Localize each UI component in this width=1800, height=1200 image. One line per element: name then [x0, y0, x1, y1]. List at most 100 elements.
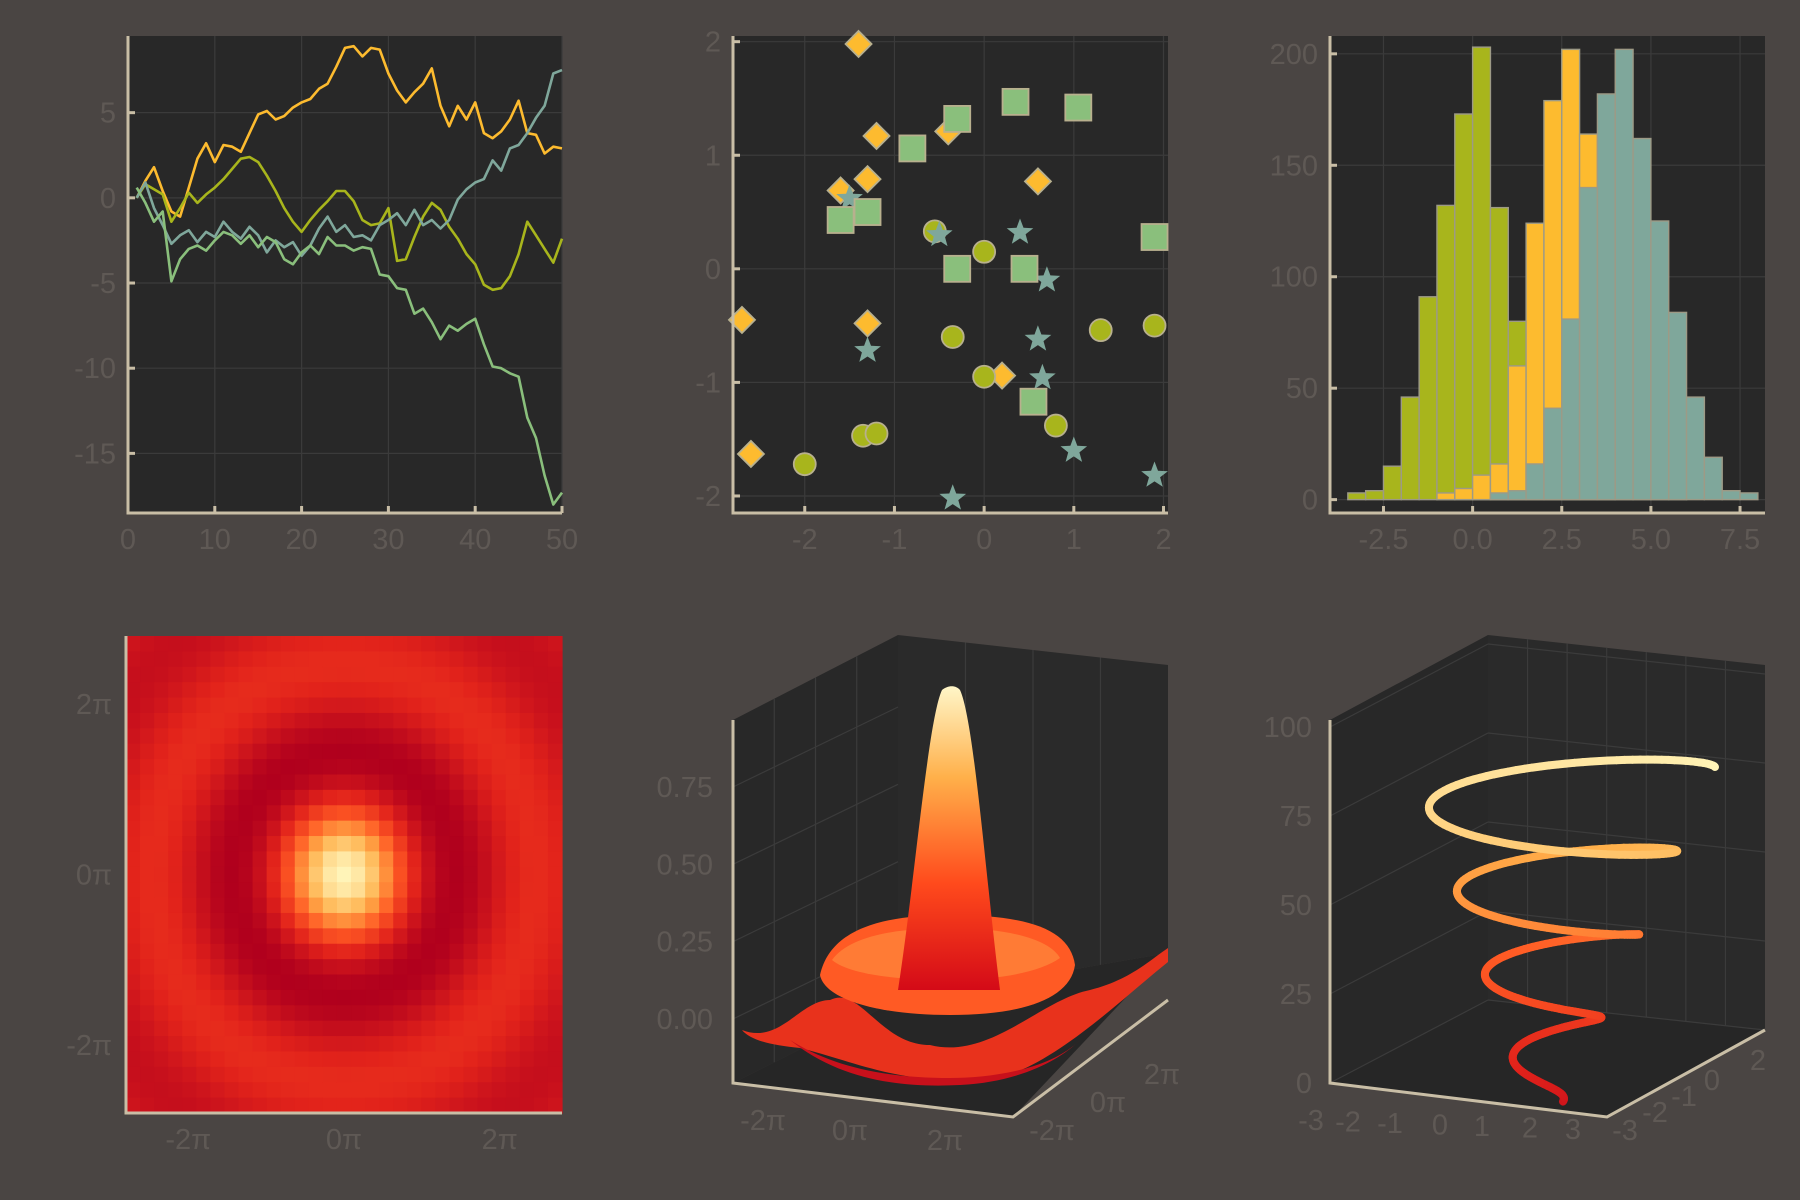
- heatmap-cell: [407, 866, 422, 883]
- scatter-point-star: [1141, 461, 1168, 487]
- scatter-point-circle: [1142, 313, 1167, 338]
- heatmap-cell: [294, 759, 310, 776]
- heatmap-cell: [182, 1082, 197, 1099]
- heatmap-cell: [336, 666, 352, 683]
- heatmap-cell: [126, 1020, 141, 1037]
- heatmap-cell: [449, 1082, 465, 1099]
- heatmap-cell: [491, 882, 507, 899]
- scatter-point-star: [1033, 266, 1061, 292]
- heatmap-cell: [421, 912, 437, 929]
- heatmap-cell: [547, 1005, 563, 1022]
- heatmap-cell: [491, 651, 507, 668]
- heatmap-cell: [140, 866, 155, 883]
- heatmap-cell: [477, 682, 493, 699]
- heatmap-cell: [491, 1005, 507, 1022]
- heatmap-cell: [196, 1082, 211, 1099]
- heatmap-cell: [365, 1005, 380, 1022]
- heatmap-cell: [407, 743, 422, 760]
- heatmap-cell: [351, 928, 366, 945]
- heatmap-cell: [154, 1036, 169, 1053]
- heatmap-cell: [505, 666, 521, 683]
- y-tick-label: -2π: [66, 1030, 112, 1062]
- heatmap-cell: [126, 789, 141, 806]
- heatmap-cell: [224, 928, 240, 945]
- heatmap-cell: [168, 697, 183, 714]
- scatter-point-star: [1029, 363, 1056, 390]
- heatmap-cell: [407, 882, 422, 899]
- heatmap-cell: [379, 989, 394, 1006]
- heatmap-cell: [519, 712, 535, 729]
- heatmap-cell: [140, 851, 155, 868]
- heatmap-cell: [182, 882, 197, 899]
- heatmap-cell: [336, 912, 352, 929]
- heatmap-cell: [280, 1097, 296, 1114]
- z-tick-label: 0.00: [657, 1004, 713, 1036]
- heatmap-cell: [266, 1066, 282, 1083]
- heatmap-cell: [407, 651, 422, 668]
- heatmap-cell: [519, 1066, 535, 1083]
- y-tick-label: 2: [1750, 1045, 1766, 1077]
- heatmap-cell: [154, 928, 169, 945]
- heatmap-cell: [126, 928, 141, 945]
- heatmap-cell: [463, 1097, 479, 1114]
- heatmap-cell: [491, 712, 507, 729]
- heatmap-cell: [294, 651, 310, 668]
- heatmap-cell: [463, 712, 479, 729]
- heatmap-cell: [449, 759, 465, 776]
- heatmap-cell: [421, 774, 437, 791]
- heatmap-cell: [322, 636, 338, 652]
- heatmap-cell: [266, 805, 282, 822]
- heatmap-cell: [421, 1066, 437, 1083]
- x-tick-label: -2: [1335, 1107, 1361, 1139]
- heatmap-cell: [393, 666, 408, 683]
- heatmap-cell: [322, 1051, 338, 1068]
- heatmap-cell: [154, 1020, 169, 1037]
- heatmap-cell: [196, 697, 211, 714]
- heatmap-cell: [435, 682, 451, 699]
- heatmap-cell: [379, 728, 394, 745]
- x-tick-label: 0π: [326, 1124, 362, 1156]
- heatmap-cell: [547, 959, 563, 976]
- heatmap-cell: [252, 789, 268, 806]
- heatmap-cell: [463, 805, 479, 822]
- heatmap-cell: [379, 1082, 394, 1099]
- heatmap-cell: [322, 928, 338, 945]
- heatmap-cell: [266, 712, 282, 729]
- heatmap-cell: [126, 943, 141, 960]
- y-tick-label: 0: [705, 254, 721, 286]
- heatmap-cell: [351, 912, 366, 929]
- heatmap-cell: [322, 1066, 338, 1083]
- heatmap-cell: [463, 851, 479, 868]
- heatmap-cell: [477, 651, 493, 668]
- heatmap-cell: [519, 1005, 535, 1022]
- heatmap-cell: [407, 1066, 422, 1083]
- heatmap-cell: [477, 1051, 493, 1068]
- heatmap-cell: [533, 882, 549, 899]
- heatmap-cell: [547, 697, 563, 714]
- heatmap-cell: [294, 1005, 310, 1022]
- heatmap-cell: [365, 697, 380, 714]
- heatmap-cell: [140, 774, 155, 791]
- heatmap-cell: [449, 1066, 465, 1083]
- heatmap-cell: [224, 651, 240, 668]
- histogram-bar: [1614, 48, 1634, 501]
- heatmap-cell: [182, 636, 197, 652]
- heatmap-cell: [379, 1066, 394, 1083]
- heatmap-cell: [477, 728, 493, 745]
- heatmap-cell: [547, 789, 563, 806]
- surface-mesh: [742, 686, 1168, 1086]
- heatmap-cell: [308, 989, 324, 1006]
- heatmap-cell: [126, 759, 141, 776]
- heatmap-cell: [182, 943, 197, 960]
- heatmap-cell: [407, 1082, 422, 1099]
- histogram-bar: [1543, 407, 1563, 501]
- axis-line: [1328, 36, 1765, 515]
- heatmap-cell: [280, 882, 296, 899]
- heatmap-cell: [238, 1036, 254, 1053]
- heatmap-cell: [196, 666, 211, 683]
- heatmap-cell: [379, 866, 394, 883]
- heatmap-cell: [210, 820, 226, 837]
- scatter-point-circle: [972, 239, 997, 264]
- heatmap-cell: [393, 651, 408, 668]
- heatmap-cell: [210, 636, 226, 652]
